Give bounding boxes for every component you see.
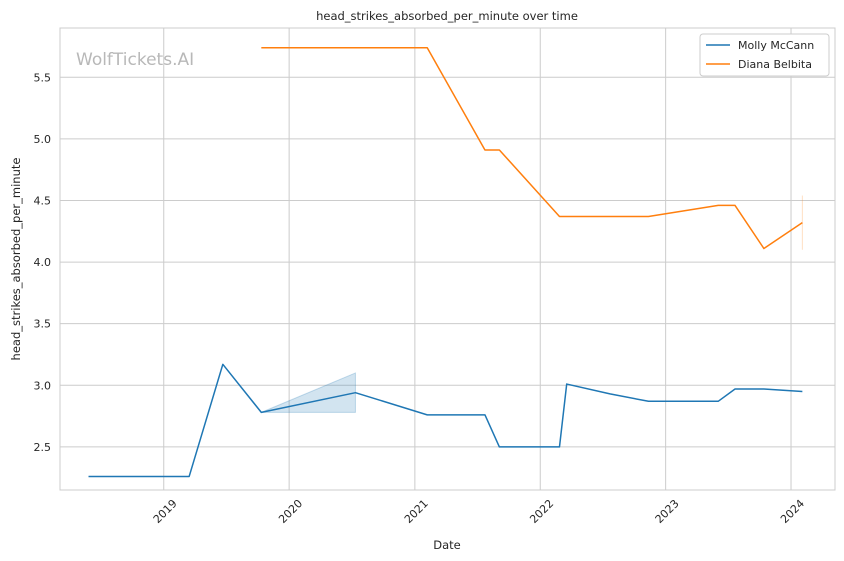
- y-axis-label: head_strikes_absorbed_per_minute: [9, 158, 23, 361]
- legend-label-diana-belbita: Diana Belbita: [738, 58, 812, 71]
- y-tick-label: 2.5: [34, 441, 52, 454]
- series-lines: [88, 46, 803, 478]
- y-tick-label: 3.0: [34, 379, 52, 392]
- y-tick-label: 4.0: [34, 256, 52, 269]
- y-tick-label: 3.5: [34, 318, 52, 331]
- x-tick-label: 2021: [402, 497, 431, 526]
- watermark: WolfTickets.AI: [76, 50, 194, 70]
- plot-background: [60, 28, 835, 490]
- legend-label-molly-mccann: Molly McCann: [738, 39, 814, 52]
- y-tick-label: 5.0: [34, 133, 52, 146]
- y-tick-labels: 2.5 3.0 3.5 4.0 4.5 5.0 5.5: [34, 71, 52, 454]
- plot-frame: [59, 27, 836, 491]
- grid-x: [163, 28, 792, 490]
- x-tick-label: 2024: [778, 497, 807, 526]
- x-tick-label: 2020: [276, 497, 305, 526]
- x-tick-label: 2019: [151, 497, 180, 526]
- y-tick-label: 4.5: [34, 194, 52, 207]
- x-axis-label: Date: [433, 538, 461, 552]
- series-line-molly-mccann: [88, 363, 803, 478]
- x-tick-labels: 2019 2020 2021 2022 2023 2024: [151, 497, 807, 526]
- chart-title: head_strikes_absorbed_per_minute over ti…: [316, 9, 578, 23]
- series-line-diana-belbita: [261, 46, 803, 250]
- x-tick-label: 2023: [653, 497, 682, 526]
- legend: Molly McCann Diana Belbita: [699, 33, 830, 77]
- legend-box: [699, 33, 830, 77]
- x-tick-label: 2022: [527, 497, 556, 526]
- y-tick-label: 5.5: [34, 71, 52, 84]
- grid-y: [60, 76, 835, 448]
